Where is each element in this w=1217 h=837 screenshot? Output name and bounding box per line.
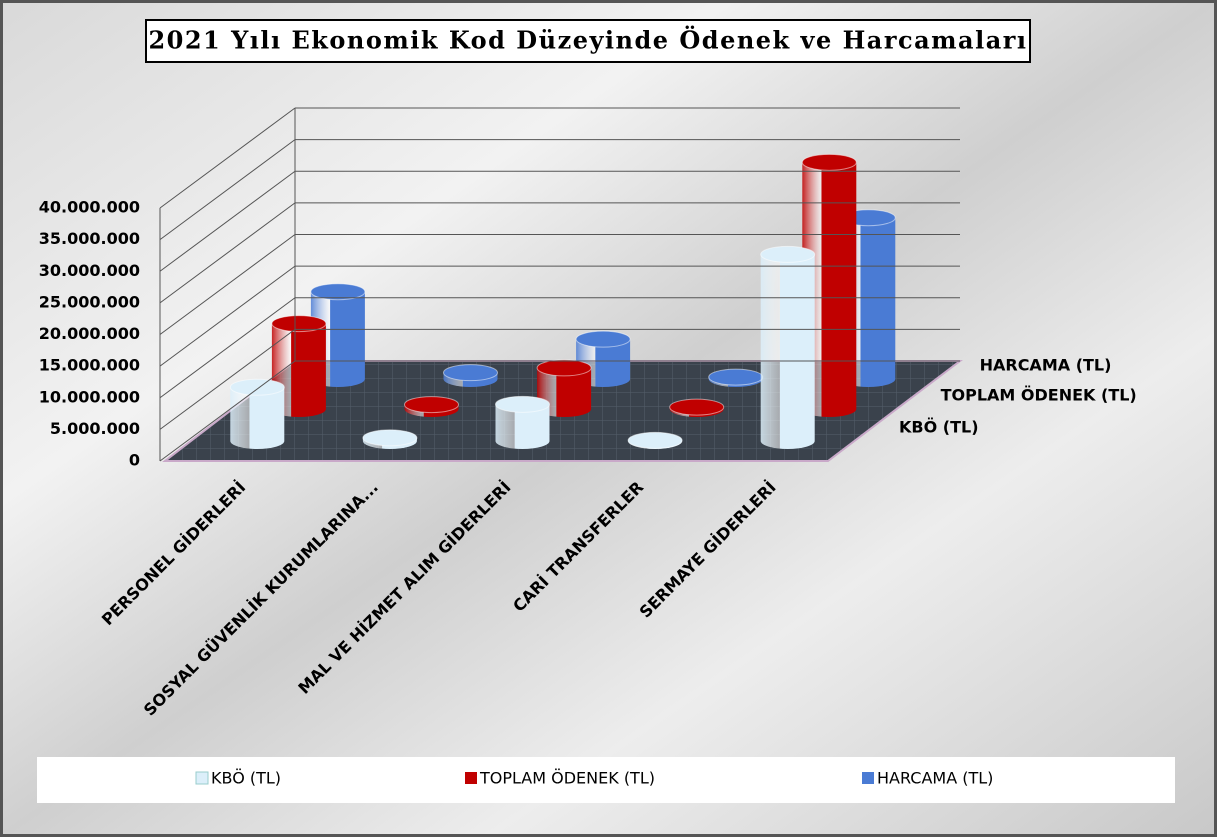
bar-top: [229, 378, 285, 396]
depth-label: KBÖ (TL): [899, 418, 979, 437]
bar: [537, 367, 592, 417]
bar-top: [669, 398, 725, 416]
bar-top: [310, 283, 366, 301]
bar-top: [627, 431, 683, 449]
legend: [37, 757, 1175, 803]
bar-top: [271, 315, 327, 333]
y-tick-label: 25.000.000: [39, 292, 140, 311]
legend-label: KBÖ (TL): [211, 769, 281, 788]
legend-swatch: [862, 772, 874, 784]
y-tick-label: 30.000.000: [39, 261, 140, 280]
bar-top: [404, 396, 459, 414]
bar-top: [443, 364, 498, 382]
bar-top: [495, 395, 550, 413]
y-tick-label: 10.000.000: [39, 387, 140, 406]
grid-line: [159, 328, 296, 430]
y-tick-label: 0: [129, 451, 140, 470]
grid-line: [159, 234, 296, 335]
bar-top: [536, 359, 592, 377]
grid-line: [159, 107, 296, 209]
legend-swatch: [465, 772, 477, 784]
grid-line: [159, 139, 296, 241]
bar-top: [362, 429, 418, 447]
bar: [230, 387, 285, 449]
y-tick-label: 5.000.000: [50, 419, 140, 438]
bar: [802, 162, 857, 417]
depth-label: TOPLAM ÖDENEK (TL): [941, 386, 1137, 405]
grid-line: [159, 360, 296, 462]
bar-top: [708, 368, 764, 386]
legend-label: HARCAMA (TL): [877, 769, 993, 788]
bar: [271, 323, 326, 417]
grid-line: [159, 170, 296, 272]
legend-swatch: [195, 771, 209, 785]
plot: [229, 153, 896, 449]
chart-title: 2021 Yılı Ekonomik Kod Düzeyinde Ödenek …: [148, 26, 1027, 55]
bar-top: [575, 330, 631, 348]
depth-label: HARCAMA (TL): [980, 356, 1112, 375]
legend-label: TOPLAM ÖDENEK (TL): [479, 769, 655, 788]
grid-line: [159, 297, 296, 399]
y-tick-label: 40.000.000: [39, 198, 140, 217]
bar: [760, 254, 815, 449]
y-tick-label: 35.000.000: [39, 229, 140, 248]
bar: [495, 404, 550, 449]
bar-top: [801, 153, 857, 171]
y-tick-label: 20.000.000: [39, 324, 140, 343]
grid-line: [159, 202, 296, 304]
grid-line: [159, 265, 296, 367]
y-tick-label: 15.000.000: [39, 356, 140, 375]
title-box: [145, 19, 1031, 63]
bar-top: [760, 245, 816, 263]
